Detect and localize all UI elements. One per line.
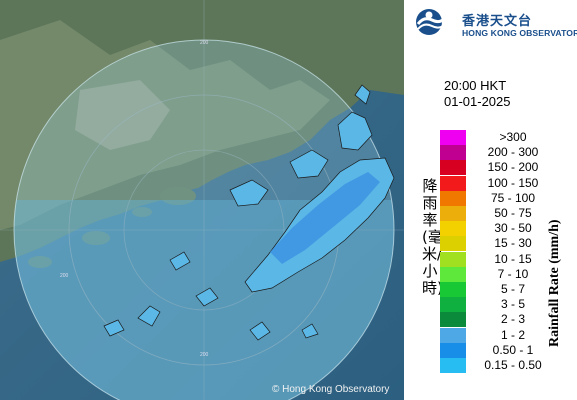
legend-row: 30 - 50 xyxy=(440,221,570,237)
logo-english-text: HONG KONG OBSERVATORY xyxy=(462,28,577,38)
legend-swatch xyxy=(440,266,466,282)
legend-swatch xyxy=(440,130,466,145)
logo-chinese-text: 香港天文台 xyxy=(462,13,533,28)
unit-label-chinese: 降雨率(毫米/小時) xyxy=(422,177,443,297)
legend-label: 2 - 3 xyxy=(500,312,525,327)
legend-swatch xyxy=(440,206,466,221)
legend-swatch xyxy=(440,297,466,313)
rain-area xyxy=(103,319,125,337)
legend-row: >300 xyxy=(440,130,570,145)
legend-swatch xyxy=(440,145,466,161)
legend-swatch xyxy=(440,312,466,328)
legend-label: 0.50 - 1 xyxy=(492,342,534,357)
rain-area xyxy=(337,111,373,151)
legend-row: 150 - 200 xyxy=(440,160,570,176)
legend-swatch xyxy=(440,282,466,297)
hko-logo: 香港天文台 HONG KONG OBSERVATORY xyxy=(412,6,577,40)
legend-row: 2 - 3 xyxy=(440,312,570,328)
rain-area xyxy=(270,172,380,264)
legend-swatch xyxy=(440,221,466,237)
legend-label: 10 - 15 xyxy=(494,251,532,266)
rain-area xyxy=(229,179,269,207)
rain-area xyxy=(249,321,271,341)
unit-label-english: Rainfall Rate (mm/h) xyxy=(547,219,562,347)
legend-label: 75 - 100 xyxy=(490,190,536,205)
legend-row: 1 - 2 xyxy=(440,327,570,343)
radar-map-svg: 200 200 200 200 xyxy=(0,0,404,400)
island xyxy=(82,231,110,245)
legend-label: 200 - 300 xyxy=(487,145,539,160)
observation-date: 01-01-2025 xyxy=(444,94,511,109)
legend-swatch xyxy=(440,327,466,343)
legend-swatch xyxy=(440,358,466,373)
range-ring-label: 200 xyxy=(200,40,209,46)
rain-area xyxy=(301,323,319,339)
island xyxy=(160,187,196,205)
legend-swatch xyxy=(440,175,466,191)
legend-row: 200 - 300 xyxy=(440,145,570,161)
legend-label: 0.15 - 0.50 xyxy=(484,358,542,372)
island xyxy=(28,256,52,268)
legend-swatch xyxy=(440,236,466,252)
legend-row: 0.15 - 0.50 xyxy=(440,358,570,373)
observation-time: 20:00 HKT xyxy=(444,78,507,93)
legend-row: 10 - 15 xyxy=(440,251,570,267)
legend-label: >300 xyxy=(499,130,527,144)
legend-label: 50 - 75 xyxy=(494,206,532,220)
radar-map: 200 200 200 200 © Hong Kong Observatory xyxy=(0,0,404,400)
legend-row: 5 - 7 xyxy=(440,282,570,297)
legend-row: 50 - 75 xyxy=(440,206,570,221)
legend-label: 3 - 5 xyxy=(500,297,525,312)
land-hills xyxy=(0,20,330,230)
legend-swatch xyxy=(440,160,466,176)
legend-label: 5 - 7 xyxy=(500,282,525,296)
land-urban xyxy=(75,80,170,150)
rain-area xyxy=(137,305,161,327)
legend-swatch xyxy=(440,342,466,358)
legend-row: 7 - 10 xyxy=(440,266,570,282)
legend-row: 100 - 150 xyxy=(440,175,570,191)
hko-logo-icon xyxy=(416,9,447,35)
rain-echoes xyxy=(103,84,395,341)
legend-swatch xyxy=(440,251,466,267)
legend-label: 15 - 30 xyxy=(494,236,532,251)
copyright-text: © Hong Kong Observatory xyxy=(272,384,390,395)
legend-panel: 香港天文台 HONG KONG OBSERVATORY 20:00 HKT 01… xyxy=(404,0,577,400)
rain-area xyxy=(169,251,191,271)
rain-area xyxy=(195,287,219,307)
legend-row: 75 - 100 xyxy=(440,190,570,206)
legend-row: 15 - 30 xyxy=(440,236,570,252)
legend-row: 3 - 5 xyxy=(440,297,570,313)
legend-label: 100 - 150 xyxy=(487,175,539,190)
range-ring-label: 200 xyxy=(200,352,209,358)
legend-label: 7 - 10 xyxy=(497,266,529,281)
range-ring-label: 200 xyxy=(60,273,69,279)
legend-label: 150 - 200 xyxy=(487,160,539,175)
legend-row: 0.50 - 1 xyxy=(440,342,570,358)
legend-swatch xyxy=(440,190,466,206)
rain-area xyxy=(289,149,329,179)
rain-area xyxy=(354,84,371,105)
legend-label: 1 - 2 xyxy=(500,327,525,342)
legend-label: 30 - 50 xyxy=(494,221,532,236)
island xyxy=(132,207,152,217)
